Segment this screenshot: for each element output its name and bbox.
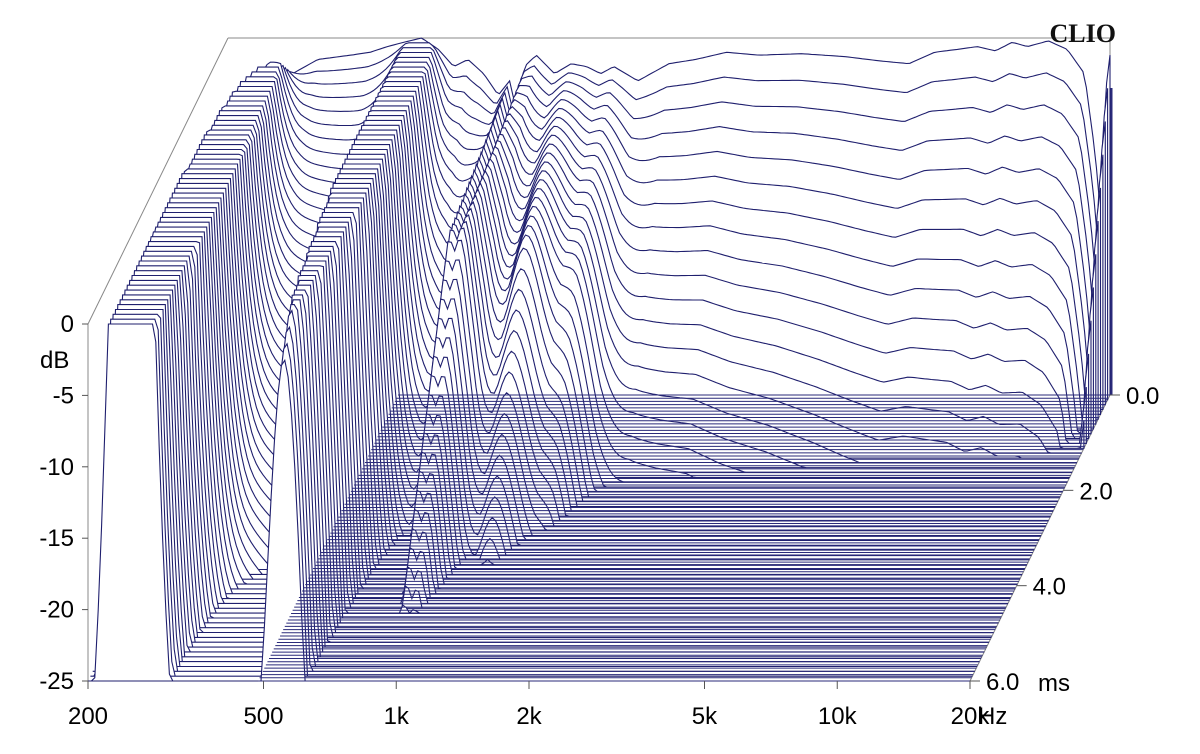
frame-edge [87,37,229,325]
x-tick-label: 10k [818,703,858,730]
x-tick-label: 5k [692,703,718,730]
x-axis-unit: Hz [978,703,1007,730]
y-tick-label: -25 [39,668,74,695]
y-tick-label: -10 [39,454,74,481]
waterfall-slice [95,308,978,668]
x-tick-label: 20k [951,703,991,730]
waterfall-slice [99,299,982,658]
time-axis-unit: ms [1038,670,1070,697]
brand-logo: CLIO [1050,19,1116,48]
x-tick-label: 2k [516,703,542,730]
time-axis-ticks: 0.0 2.0 4.0 6.0 [970,383,1159,696]
waterfall-slice [90,318,973,677]
x-tick-label: 200 [68,703,108,730]
waterfall-slice [109,279,992,638]
y-tick-label: -20 [39,597,74,624]
x-tick-label: 500 [243,703,283,730]
y-axis-unit: dB [40,347,69,374]
y-tick-label: -15 [39,525,74,552]
time-tick-label: 0.0 [1126,383,1159,410]
waterfall-slice [104,289,987,648]
time-tick-label: 2.0 [1079,478,1112,505]
x-axis-ticks: 200 500 1k 2k 5k 10k 20k [68,681,990,730]
y-tick-label: -5 [53,382,74,409]
time-tick-label: 4.0 [1033,574,1066,601]
waterfall-slice [114,270,997,629]
time-tick-label: 6.0 [986,669,1019,696]
floor-lines [258,394,1110,682]
x-tick-label: 1k [384,703,410,730]
y-axis-ticks: 0 -5 -10 -15 -20 -25 [39,311,88,695]
y-tick-label: 0 [61,311,74,338]
